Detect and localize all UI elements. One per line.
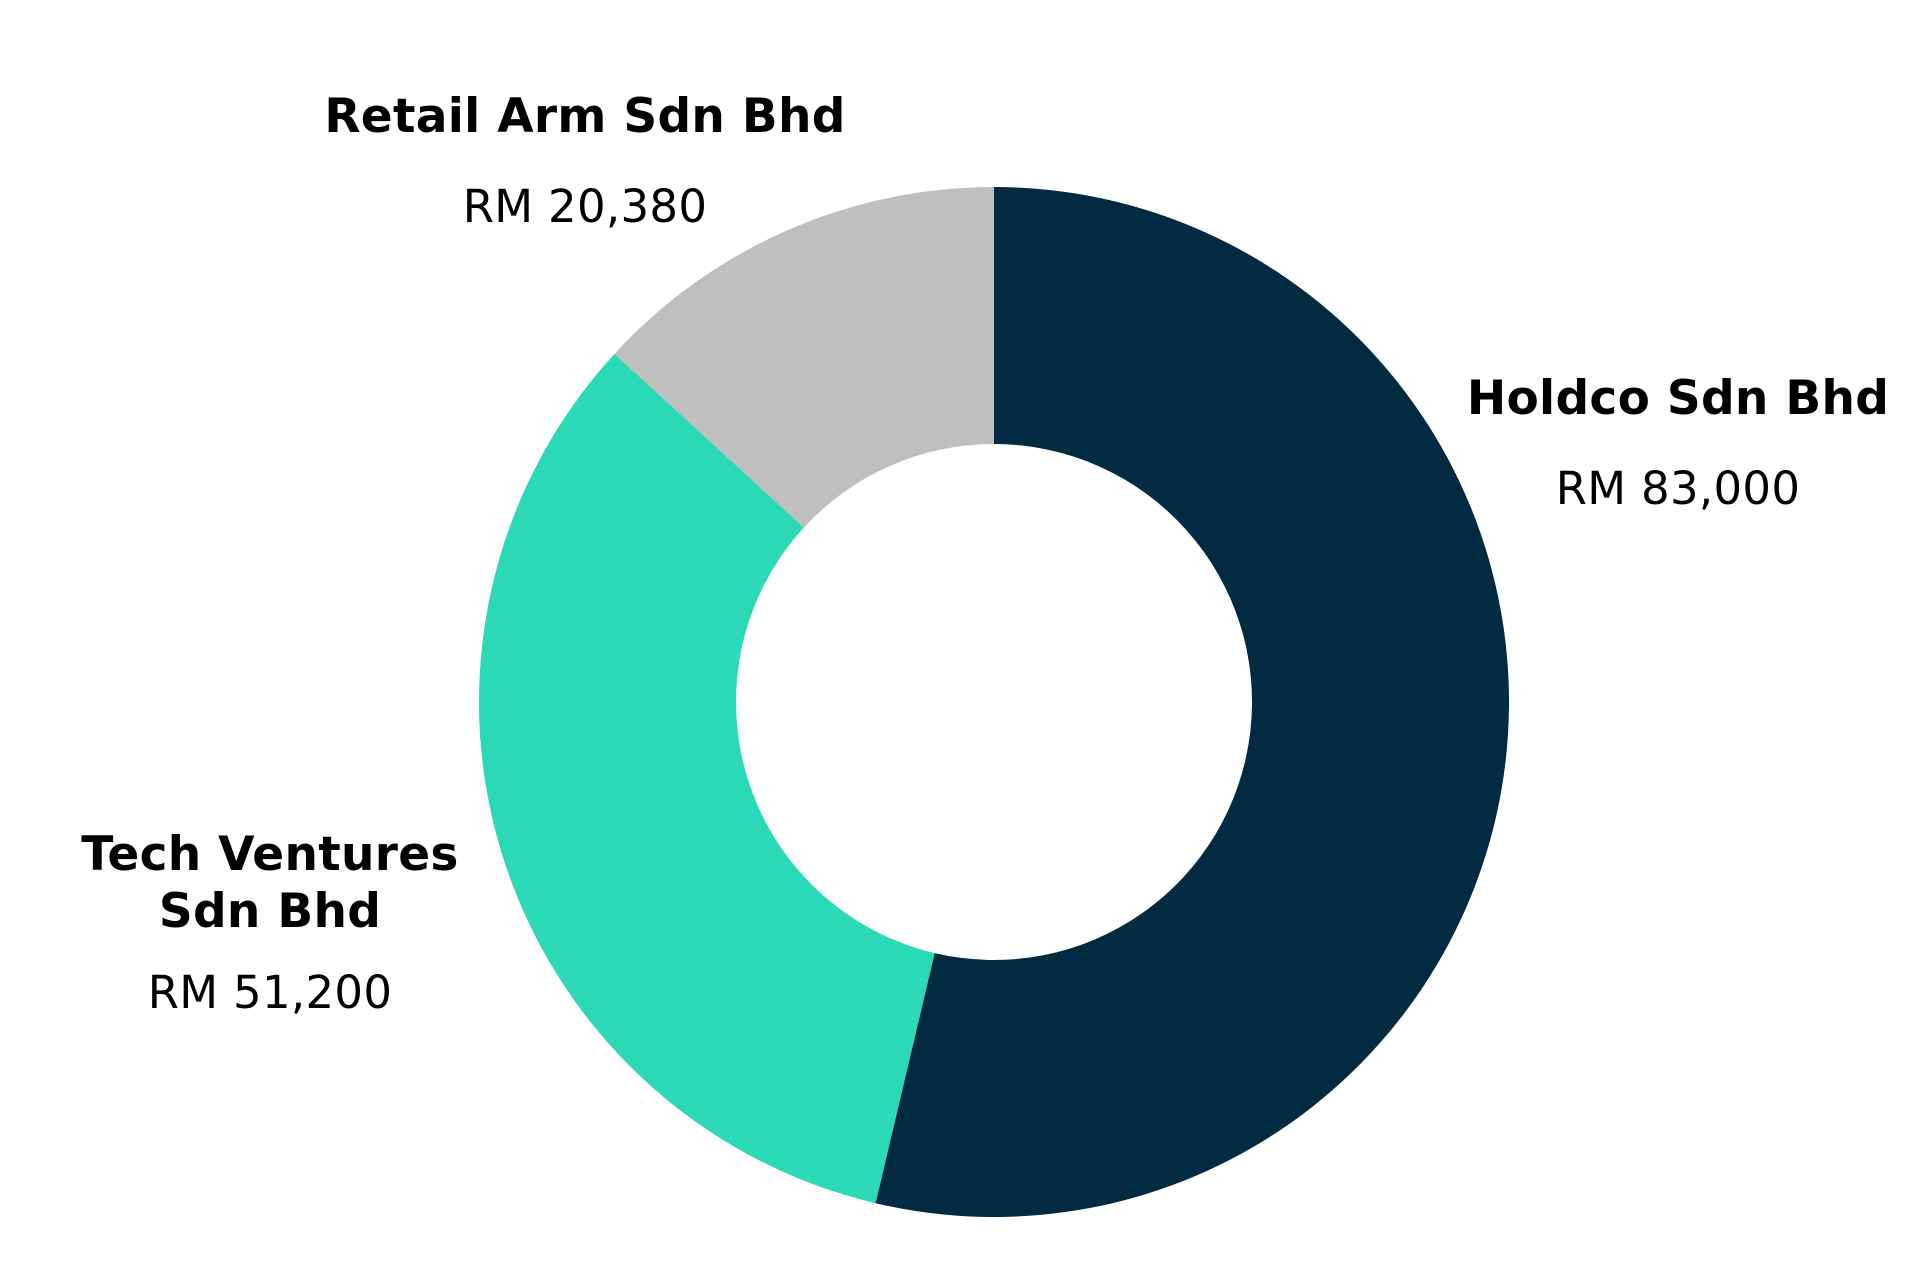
slice-value-tech-ventures: RM 51,200 (0, 966, 540, 1019)
donut-slices (479, 187, 1509, 1217)
slice-label-tech-ventures: Tech Ventures Sdn Bhd RM 51,200 (0, 826, 540, 1019)
slice-value-retail-arm: RM 20,380 (285, 180, 885, 233)
slice-tech-ventures (479, 354, 935, 1203)
slice-name-tech-ventures-line2: Sdn Bhd (0, 883, 540, 940)
slice-name-retail-arm: Retail Arm Sdn Bhd (285, 88, 885, 146)
slice-value-holdco: RM 83,000 (1378, 462, 1920, 515)
slice-label-retail-arm: Retail Arm Sdn Bhd RM 20,380 (285, 88, 885, 233)
slice-name-tech-ventures-line1: Tech Ventures (0, 826, 540, 883)
slice-label-holdco: Holdco Sdn Bhd RM 83,000 (1378, 370, 1920, 515)
slice-name-holdco: Holdco Sdn Bhd (1378, 370, 1920, 428)
